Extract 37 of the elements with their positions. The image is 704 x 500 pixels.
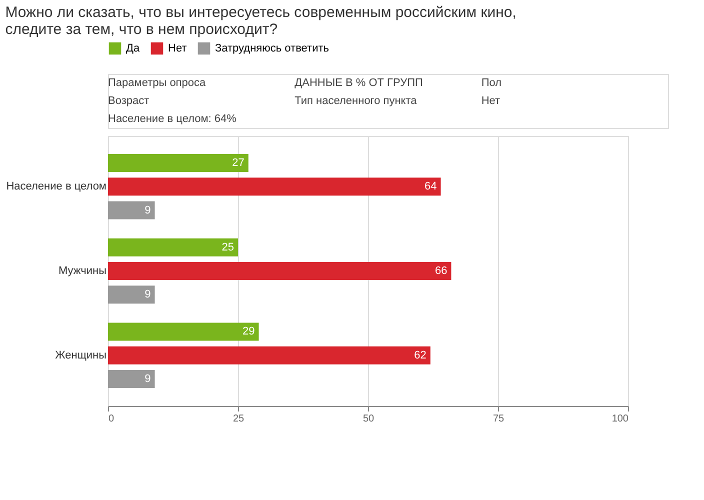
- bar: [108, 238, 238, 256]
- chart-title: Можно ли сказать, что вы интересуетесь современным российским кино, следите за тем, что в нем происходит?: [5, 4, 516, 38]
- legend-label: Да: [126, 42, 140, 54]
- data-label: 29: [242, 326, 255, 338]
- text: Параметры опроса: [108, 77, 206, 89]
- x-tick-label: 100: [612, 414, 629, 424]
- text: Нет: [481, 95, 500, 107]
- data-label: 27: [232, 156, 244, 169]
- bar: [108, 201, 155, 220]
- data-label: 62: [414, 349, 426, 362]
- data-label: 25: [222, 241, 234, 254]
- text: ДАННЫЕ В % ОТ ГРУПП: [294, 77, 423, 89]
- data-label: 9: [144, 288, 151, 301]
- bar: [108, 286, 155, 304]
- data-label: 9: [144, 373, 151, 386]
- data-label: 64: [424, 180, 437, 193]
- legend-label: Затрудняюсь ответить: [215, 42, 330, 54]
- x-tick-label: 50: [362, 414, 374, 424]
- y-tick-label: Население в целом: [6, 180, 106, 193]
- x-tick-label: 0: [108, 414, 114, 424]
- bar: [108, 178, 441, 196]
- text: Население в целом: 64%: [108, 113, 237, 125]
- y-tick-label: Мужчины: [58, 265, 107, 277]
- bar: [108, 322, 259, 341]
- bar: [108, 370, 155, 388]
- bar: [108, 346, 430, 364]
- bar: [108, 154, 248, 172]
- text: Пол: [481, 77, 502, 89]
- y-tick-label: Женщины: [55, 349, 107, 362]
- bar: [108, 262, 452, 280]
- text: Возраст: [108, 95, 150, 107]
- x-tick-label: 75: [492, 414, 504, 424]
- text: Тип населенного пункта: [294, 95, 418, 107]
- data-label: 9: [144, 204, 151, 216]
- legend-label: Нет: [168, 42, 187, 54]
- x-tick-label: 25: [232, 414, 244, 424]
- data-label: 66: [434, 265, 448, 277]
